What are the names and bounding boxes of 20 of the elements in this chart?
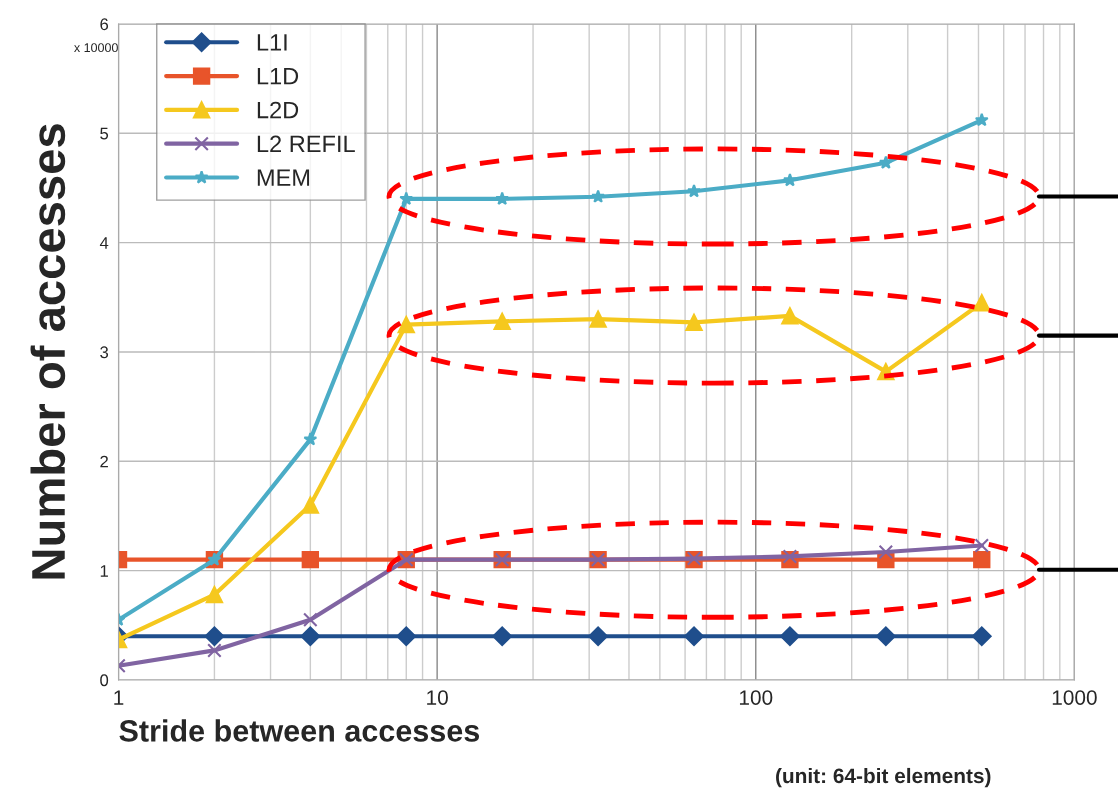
y-tick-label: 1 <box>100 565 108 577</box>
x-tick-label: 100 <box>739 690 773 705</box>
legend-label: L1D <box>257 68 299 85</box>
y-tick-label: 2 <box>100 455 108 468</box>
y-tick-label: 3 <box>100 346 109 359</box>
x-axis-title: Stride between accesses <box>119 719 480 742</box>
text: (unit: 64-bit elements) <box>776 767 991 788</box>
y-tick-label: 6 <box>100 18 109 31</box>
x-tick-label: 1000 <box>1052 690 1097 705</box>
legend-label: L1I <box>257 34 287 51</box>
y-axis-title: Number of accesses <box>30 124 66 579</box>
text: x 10000 <box>74 43 118 53</box>
x-tick-label: 10 <box>427 690 448 705</box>
y-tick-label: 0 <box>100 674 109 687</box>
legend-label: L2 REFIL <box>257 135 355 152</box>
y-tick-label: 4 <box>99 237 109 249</box>
legend-label: L2D <box>257 101 299 119</box>
y-tick-label: 5 <box>100 127 109 140</box>
x-tick-label: 1 <box>114 690 124 705</box>
legend-label: MEM <box>257 169 310 186</box>
